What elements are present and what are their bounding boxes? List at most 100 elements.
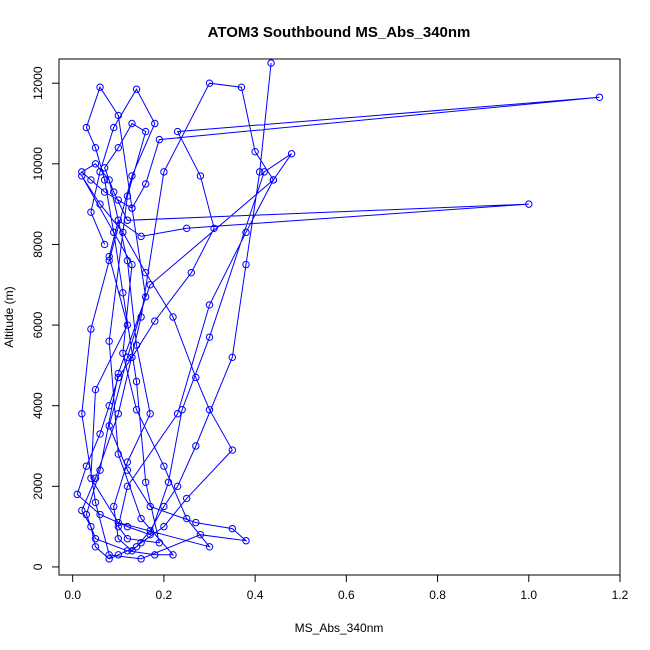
data-point: [91, 535, 100, 543]
data-point: [178, 406, 186, 414]
y-tick-label: 4000: [31, 392, 45, 419]
x-tick-label: 1.2: [612, 588, 629, 602]
x-axis: 0.0 0.2 0.4 0.6 0.8 1.0 1.2: [64, 574, 629, 602]
data-point: [87, 208, 95, 216]
data-point: [114, 551, 122, 559]
x-tick-label: 0.8: [429, 588, 446, 602]
x-tick-label: 0.4: [247, 588, 264, 602]
data-point: [242, 260, 250, 269]
data-point: [205, 79, 214, 87]
y-tick-label: 6000: [31, 311, 45, 338]
data-point: [123, 192, 132, 200]
data-point: [146, 410, 154, 418]
data-point: [132, 377, 141, 386]
data-point: [123, 216, 132, 224]
data-point: [173, 410, 182, 418]
data-point: [269, 176, 278, 184]
data-point: [169, 313, 177, 321]
chart-title: ATOM3 Southbound MS_Abs_340nm: [208, 24, 471, 41]
data-point: [137, 555, 145, 563]
data-point: [123, 256, 132, 265]
data-point: [183, 224, 191, 233]
data-point: [160, 462, 168, 470]
data-point: [123, 482, 132, 491]
data-point: [260, 168, 268, 176]
data-point: [251, 148, 259, 156]
data-point: [110, 188, 118, 196]
data-point: [96, 510, 104, 519]
data-point: [128, 204, 136, 212]
data-point: [82, 510, 91, 519]
data-point: [132, 85, 141, 93]
data-point: [141, 127, 150, 136]
data-point: [595, 93, 604, 101]
y-tick-label: 10000: [31, 147, 45, 181]
data-point: [151, 317, 159, 325]
data-point: [87, 176, 95, 184]
data-point: [78, 168, 86, 176]
y-axis-label: Altitude (m): [2, 286, 16, 347]
data-point: [82, 123, 91, 132]
x-axis-label: MS_Abs_340nm: [295, 621, 384, 635]
data-point: [192, 518, 200, 527]
data-point: [205, 543, 214, 551]
data-point: [78, 410, 86, 418]
data-point: [105, 337, 113, 345]
data-point: [105, 176, 113, 184]
data-point: [119, 289, 127, 297]
data-point: [210, 224, 218, 233]
data-point: [110, 123, 118, 132]
data-point: [128, 547, 136, 555]
data-point: [141, 180, 150, 188]
data-point: [205, 333, 214, 341]
data-point: [114, 410, 122, 418]
data-point: [187, 268, 195, 277]
data-point: [105, 422, 113, 430]
data-point: [132, 543, 141, 551]
data-point: [100, 240, 109, 249]
data-point: [151, 551, 159, 559]
data-point: [114, 450, 122, 458]
data-point: [91, 385, 100, 394]
data-point: [196, 530, 205, 539]
data-point: [119, 349, 127, 357]
data-point: [123, 458, 132, 466]
y-tick-label: 0: [31, 563, 45, 570]
data-point: [146, 502, 154, 511]
data-point: [228, 446, 237, 454]
data-point: [82, 462, 91, 470]
data-point: [169, 551, 177, 559]
data-point: [110, 502, 118, 511]
data-point: [100, 188, 109, 196]
data-point: [123, 547, 132, 555]
data-point: [137, 539, 145, 547]
data-point: [96, 200, 104, 208]
data-point: [146, 526, 154, 535]
data-point: [525, 200, 533, 208]
data-point: [114, 373, 122, 382]
x-tick-label: 0.2: [156, 588, 173, 602]
x-tick-label: 1.0: [520, 588, 537, 602]
data-point: [114, 369, 122, 378]
data-point: [173, 127, 182, 136]
data-point: [128, 260, 136, 269]
data-point: [287, 150, 296, 158]
data-point: [146, 281, 154, 289]
data-point: [155, 539, 164, 547]
data-point: [114, 522, 122, 531]
data-point: [123, 522, 132, 531]
data-point: [137, 232, 145, 241]
data-point: [267, 59, 275, 67]
data-point: [160, 168, 168, 176]
data-point: [132, 406, 141, 414]
data-point: [123, 321, 132, 329]
data-point: [100, 176, 109, 184]
x-tick-label: 0.0: [64, 588, 81, 602]
data-point: [205, 301, 214, 309]
y-tick-label: 12000: [31, 66, 45, 100]
data-point: [105, 551, 113, 559]
data-point: [105, 401, 113, 410]
data-point: [91, 543, 100, 551]
data-point: [100, 164, 109, 172]
